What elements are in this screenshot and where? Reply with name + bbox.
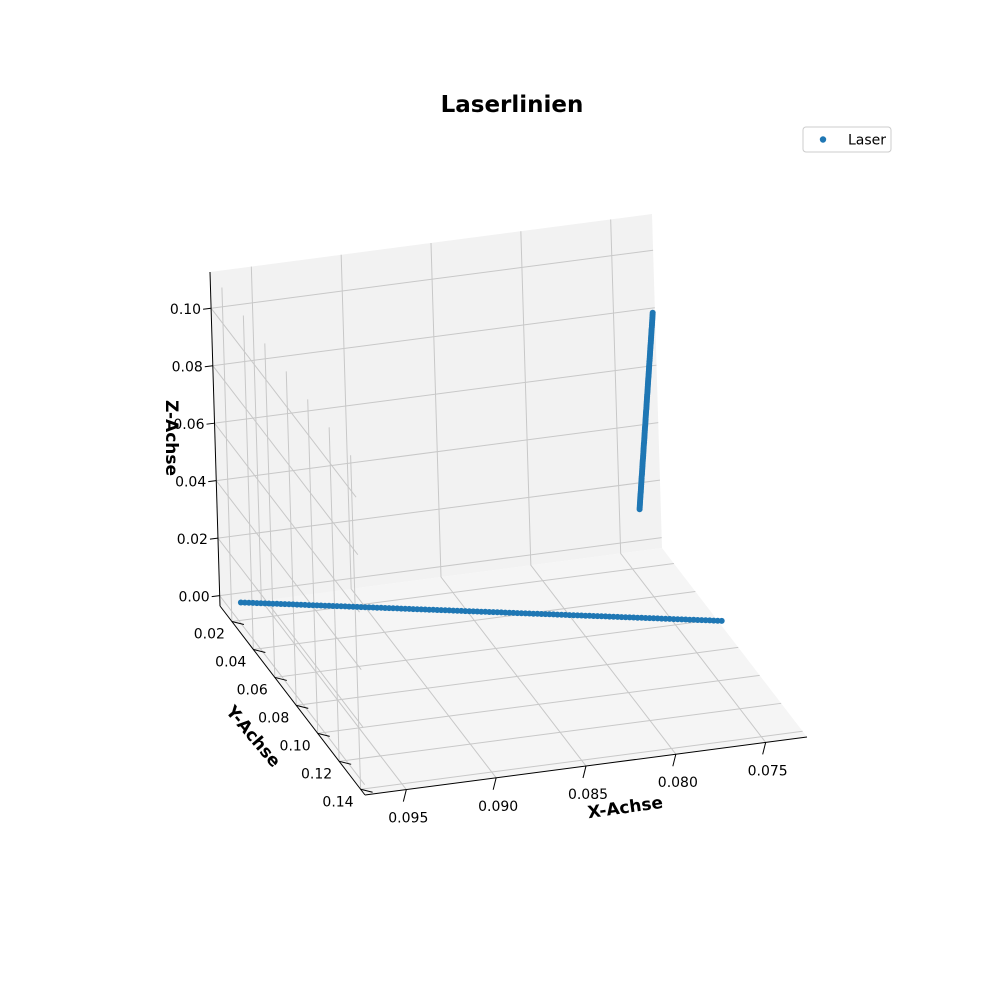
x-tick [762, 742, 767, 755]
y-axis-line [219, 605, 366, 796]
y-tick [296, 704, 309, 709]
x-tick-label: 0.095 [388, 811, 428, 827]
y-tick [339, 760, 352, 765]
legend-label: Laser [848, 133, 886, 149]
tick-marks [203, 307, 767, 802]
y-tick [360, 788, 373, 793]
gridline-x [340, 254, 497, 779]
data-point [237, 599, 244, 606]
y-tick [317, 732, 330, 737]
legend: Laser [802, 126, 892, 153]
z-tick-label: 0.08 [172, 360, 203, 376]
gridline-x [610, 219, 767, 743]
z-tick-label: 0.10 [170, 302, 201, 318]
x-tick [492, 777, 497, 790]
data-point [649, 309, 656, 316]
x-tick-label: 0.080 [658, 775, 698, 791]
z-tick [209, 537, 219, 540]
gridline-x [520, 231, 677, 755]
z-axis-title: Z-Achse [161, 400, 181, 476]
legend-marker [819, 136, 827, 143]
y-tick-label: 0.14 [322, 794, 353, 810]
z-tick-label: 0.00 [179, 590, 210, 606]
gridline-x [430, 242, 587, 767]
legend-box [802, 126, 892, 153]
z-tick [206, 422, 215, 425]
x-tick-label: 0.090 [478, 799, 518, 815]
y-tick-label: 0.06 [237, 682, 268, 698]
z-tick [204, 365, 213, 368]
y-tick-label: 0.02 [194, 627, 225, 643]
y-tick [231, 621, 245, 626]
z-tick-label: 0.06 [173, 417, 204, 433]
y-tick-label: 0.08 [258, 710, 289, 726]
x-tick-label: 0.085 [568, 787, 608, 803]
x-tick [672, 754, 677, 767]
z-tick [208, 480, 217, 483]
z-tick-label: 0.02 [177, 532, 208, 548]
data-points [237, 309, 725, 624]
z-tick-label: 0.04 [175, 475, 206, 491]
y-tick-label: 0.04 [215, 654, 246, 670]
y-tick [274, 676, 287, 681]
z-tick [211, 595, 220, 598]
y-tick [253, 648, 266, 653]
z-tick [203, 307, 212, 310]
z-axis-line [209, 271, 221, 607]
tick-labels: 0.095 0.090 0.085 0.080 0.075 0.02 0.04 0.06 0.0… [170, 302, 788, 826]
x-tick-label: 0.075 [748, 763, 788, 779]
x-tick [402, 789, 407, 802]
x-tick [582, 765, 587, 779]
y-tick-label: 0.10 [280, 738, 311, 754]
chart-title: Laserlinien [441, 92, 584, 118]
y-tick-label: 0.12 [301, 766, 332, 782]
